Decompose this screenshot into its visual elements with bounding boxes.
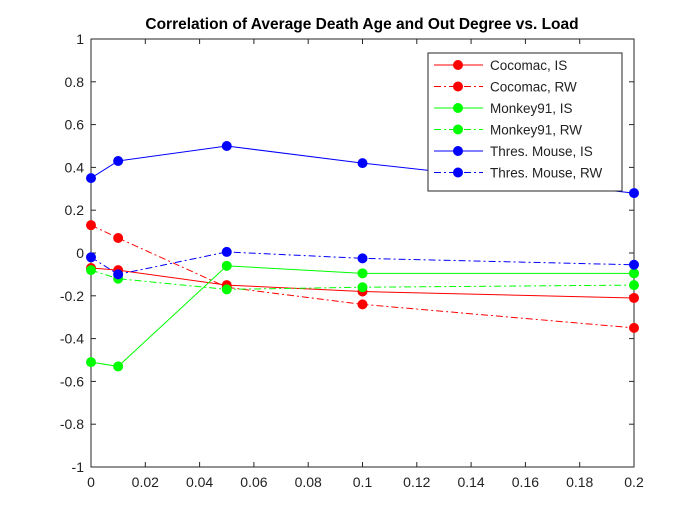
- y-tick-label: -0.4: [60, 331, 84, 347]
- x-tick-label: 0.12: [403, 474, 430, 490]
- legend-marker: [453, 81, 463, 92]
- data-point: [357, 299, 368, 310]
- y-tick-label: 0: [76, 245, 84, 261]
- y-tick-label: -1: [72, 459, 85, 475]
- y-tick-label: -0.6: [60, 373, 84, 389]
- x-tick-label: 0.08: [295, 474, 322, 490]
- data-point: [221, 260, 232, 271]
- data-point: [357, 253, 368, 264]
- series-2: [86, 260, 639, 372]
- legend-label: Cocomac, RW: [490, 80, 577, 95]
- legend-marker: [453, 146, 463, 156]
- y-tick-label: 0.6: [65, 117, 85, 133]
- data-point: [221, 284, 232, 295]
- legend-label: Thres. Mouse, IS: [490, 144, 593, 159]
- x-tick-label: 0.04: [186, 474, 213, 490]
- legend: Cocomac, IS Cocomac, RW Monkey91, IS Monkey…: [427, 52, 623, 192]
- data-point: [629, 292, 639, 303]
- data-point: [221, 246, 232, 257]
- x-tick-label: 0.02: [132, 474, 159, 490]
- x-axis: 0 0.02 0.04 0.06 0.08 0.1 0.12 0.14 0.16 0.18 0.2: [87, 39, 644, 490]
- legend-label: Thres. Mouse, RW: [490, 166, 603, 181]
- series-line: [90, 251, 635, 275]
- data-point: [86, 265, 96, 276]
- x-tick-label: 0.16: [512, 474, 539, 490]
- y-tick-label: 0.2: [65, 202, 85, 218]
- data-point: [629, 322, 639, 333]
- legend-marker: [453, 103, 463, 113]
- y-tick-label: 0.4: [65, 159, 85, 175]
- series-5: [86, 246, 639, 280]
- data-point: [113, 155, 124, 166]
- data-point: [357, 282, 368, 293]
- series-line: [90, 224, 635, 329]
- x-tick-label: 0: [87, 474, 95, 490]
- y-axis: 1 0.8 0.6 0.4 0.2 0 -0.2 -0.4 -0.6 -0.8 -1: [60, 31, 634, 475]
- data-point: [86, 252, 96, 263]
- data-point: [86, 173, 96, 184]
- data-point: [86, 357, 96, 368]
- chart-title: Correlation of Average Death Age and Out…: [145, 16, 578, 33]
- legend-marker: [453, 124, 463, 135]
- x-tick-label: 0.06: [240, 474, 267, 490]
- data-point: [629, 280, 639, 291]
- data-point: [86, 220, 96, 231]
- legend-box: [427, 52, 623, 192]
- data-point: [357, 268, 368, 279]
- legend-marker: [453, 60, 463, 70]
- x-tick-label: 0.1: [353, 474, 373, 490]
- data-point: [221, 141, 232, 151]
- x-tick-label: 0.18: [566, 474, 593, 490]
- legend-label: Cocomac, IS: [490, 58, 567, 73]
- legend-marker: [453, 167, 463, 178]
- legend-label: Monkey91, RW: [490, 123, 582, 138]
- data-point: [357, 158, 368, 169]
- legend-label: Monkey91, IS: [490, 101, 573, 116]
- data-point: [629, 268, 639, 279]
- series-3: [86, 265, 639, 295]
- x-tick-label: 0.14: [457, 474, 484, 490]
- data-point: [113, 361, 124, 372]
- data-point: [113, 233, 124, 244]
- y-tick-label: 1: [76, 31, 84, 47]
- data-point: [113, 269, 124, 280]
- data-point: [629, 259, 639, 270]
- data-point: [629, 188, 639, 199]
- y-tick-label: -0.2: [60, 288, 84, 304]
- y-tick-label: -0.8: [60, 416, 84, 432]
- x-tick-label: 0.2: [624, 474, 644, 490]
- y-tick-label: 0.8: [65, 74, 85, 90]
